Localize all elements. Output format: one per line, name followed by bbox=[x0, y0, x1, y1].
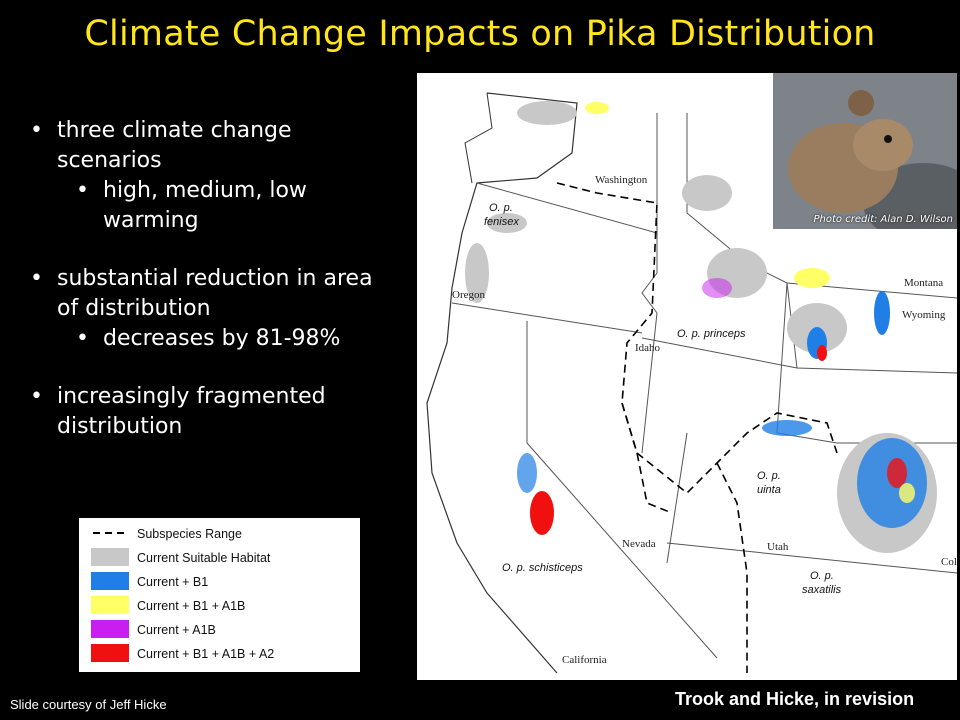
or-ca-border bbox=[451, 302, 643, 334]
bullet-list: • three climate change scenarios • high, m… bbox=[30, 116, 400, 442]
idaho-west-border bbox=[641, 113, 658, 454]
range-boundary-fenisex bbox=[556, 182, 673, 514]
legend-label-range: Subspecies Range bbox=[137, 527, 242, 541]
state-label-california: California bbox=[562, 654, 607, 666]
state-label-washington: Washington bbox=[595, 174, 648, 186]
subspecies-label-princeps: O. p. princeps bbox=[677, 328, 746, 340]
subspecies-label-fenisex-1: O. p. bbox=[489, 202, 513, 214]
pika-ear bbox=[848, 90, 874, 116]
state-label-idaho: Idaho bbox=[635, 342, 661, 354]
subspecies-label-fenisex-2: fenisex bbox=[484, 216, 519, 228]
legend-label-current: Current Suitable Habitat bbox=[137, 551, 271, 565]
state-label-oregon: Oregon bbox=[452, 289, 485, 301]
photo-credit: Photo credit: Alan D. Wilson bbox=[813, 214, 954, 225]
state-label-montana: Montana bbox=[904, 277, 943, 289]
pika-eye bbox=[884, 135, 892, 143]
range-boundary-saxatilis bbox=[716, 462, 748, 673]
swatch-b1-a1b bbox=[91, 596, 129, 614]
subspecies-label-uinta-2: uinta bbox=[757, 484, 781, 496]
subspecies-label-schisticeps: O. p. schisticeps bbox=[502, 562, 583, 574]
bullet-decrease: • decreases by 81-98% bbox=[76, 326, 341, 351]
legend-label-a1b: Current + A1B bbox=[137, 623, 216, 637]
swatch-current bbox=[91, 548, 129, 566]
ca-nv-border bbox=[526, 321, 718, 659]
subspecies-label-saxatilis-1: O. p. bbox=[810, 570, 834, 582]
legend-label-b1: Current + B1 bbox=[137, 575, 208, 589]
puget-coast bbox=[464, 92, 493, 184]
map-legend: Subspecies Range Current Suitable Habita… bbox=[79, 518, 360, 672]
range-boundary-uinta bbox=[621, 402, 838, 495]
bullet-warming: • high, medium, low warming bbox=[76, 178, 307, 233]
state-label-wyoming: Wyoming bbox=[902, 309, 946, 321]
habitat-patches bbox=[465, 101, 937, 553]
subspecies-label-saxatilis-2: saxatilis bbox=[802, 584, 842, 596]
subspecies-label-uinta-1: O. p. bbox=[757, 470, 781, 482]
swatch-all bbox=[91, 644, 129, 662]
bullet-fragmented: • increasingly fragmented distribution bbox=[30, 384, 326, 439]
state-label-colorado: Col bbox=[941, 556, 957, 568]
wa-or-border bbox=[476, 182, 658, 234]
ut-az-border bbox=[666, 542, 958, 574]
slide-courtesy: Slide courtesy of Jeff Hicke bbox=[10, 697, 167, 712]
coastline bbox=[426, 92, 578, 674]
pika-head bbox=[853, 119, 913, 171]
nv-ut-border bbox=[666, 432, 688, 564]
slide-title: Climate Change Impacts on Pika Distribut… bbox=[84, 14, 876, 54]
pika-photo: Photo credit: Alan D. Wilson bbox=[773, 73, 957, 229]
state-label-utah: Utah bbox=[767, 541, 789, 553]
citation: Trook and Hicke, in revision bbox=[675, 689, 915, 709]
swatch-a1b bbox=[91, 620, 129, 638]
state-label-nevada: Nevada bbox=[622, 538, 656, 550]
bullet-scenarios: • three climate change scenarios bbox=[30, 118, 292, 173]
swatch-b1 bbox=[91, 572, 129, 590]
bullet-reduction: • substantial reduction in area of distri… bbox=[30, 266, 373, 321]
legend-label-b1-a1b: Current + B1 + A1B bbox=[137, 599, 245, 613]
legend-label-all: Current + B1 + A1B + A2 bbox=[137, 647, 274, 661]
